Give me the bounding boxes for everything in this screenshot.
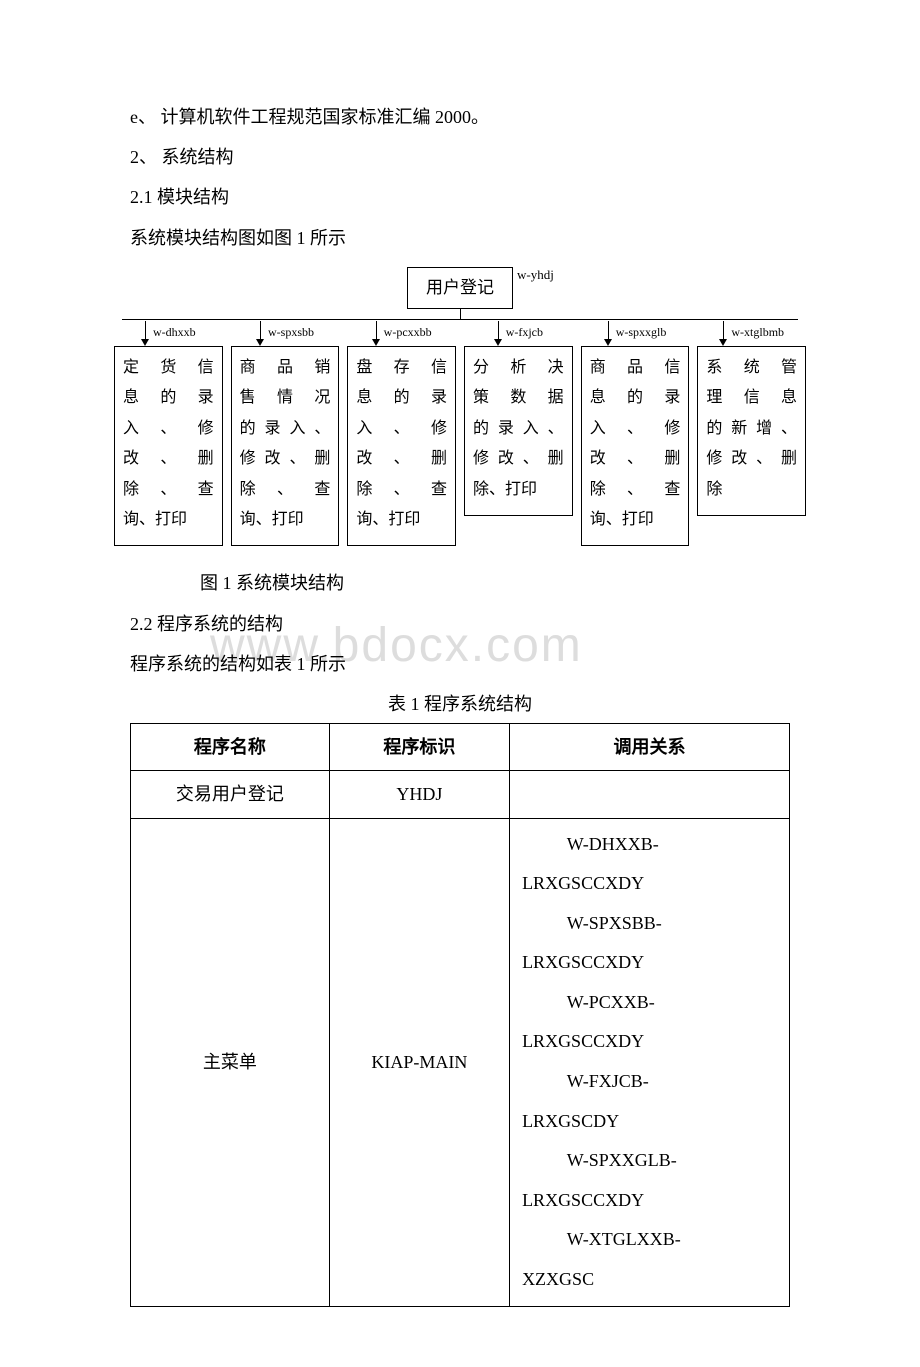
branch: w-spxxglb商品信息的录入、修改、删除、查询、打印	[581, 320, 690, 546]
module-line: 改、删	[590, 444, 681, 474]
arrow-down-icon	[494, 339, 502, 346]
th-id: 程序标识	[329, 724, 509, 771]
module-line: 除	[706, 475, 797, 505]
branch-code-label: w-pcxxbb	[384, 321, 432, 344]
table-caption: 表 1 程序系统结构	[130, 687, 790, 721]
branch: w-pcxxbb盘存信息的录入、修改、删除、查询、打印	[347, 320, 456, 546]
cell-name: 主菜单	[131, 818, 330, 1306]
cell-rel	[510, 771, 790, 818]
arrow-down-icon	[141, 339, 149, 346]
heading-2: 2、 系统结构	[130, 140, 790, 174]
arrow-down-icon	[719, 339, 727, 346]
module-line: 询、打印	[240, 505, 331, 535]
module-line: 的录入、	[240, 414, 331, 444]
module-line: 入、修	[356, 414, 447, 444]
table-header-row: 程序名称 程序标识 调用关系	[131, 724, 790, 771]
module-line: 修改、删	[706, 444, 797, 474]
module-line: 入、修	[590, 414, 681, 444]
module-box: 商品销售情况的录入、修改、删除、查询、打印	[231, 346, 340, 546]
figure-caption: 图 1 系统模块结构	[130, 566, 790, 600]
branch-code-label: w-dhxxb	[153, 321, 196, 344]
module-line: 定货信	[123, 353, 214, 383]
module-line: 询、打印	[590, 505, 681, 535]
cell-rel: W-DHXXB- LRXGSCCXDY W-SPXSBB- LRXGSCCXDY…	[510, 818, 790, 1306]
module-line: 理信息	[706, 383, 797, 413]
arrow-down-icon	[604, 339, 612, 346]
module-line: 息的录	[590, 383, 681, 413]
module-line: 除、查	[240, 475, 331, 505]
branch-code-label: w-xtglbmb	[731, 321, 784, 344]
module-box: 分析决策数据的录入、修改、删除、打印	[464, 346, 573, 516]
branch: w-xtglbmb系统管理信息的新增、修改、删除	[697, 320, 806, 546]
table-row: 交易用户登记YHDJ	[131, 771, 790, 818]
heading-2-2: 2.2 程序系统的结构	[130, 607, 790, 641]
program-structure-table: 程序名称 程序标识 调用关系 交易用户登记YHDJ主菜单KIAP-MAIN W-…	[130, 723, 790, 1307]
branch: w-fxjcb分析决策数据的录入、修改、删除、打印	[464, 320, 573, 546]
branch-code-label: w-spxxglb	[616, 321, 667, 344]
module-line: 修改、删	[473, 444, 564, 474]
arrow-down-icon	[256, 339, 264, 346]
module-line: 改、删	[123, 444, 214, 474]
module-line: 修改、删	[240, 444, 331, 474]
root-box: 用户登记	[407, 267, 513, 309]
branch-code-label: w-fxjcb	[506, 321, 543, 344]
cell-name: 交易用户登记	[131, 771, 330, 818]
module-line: 息的录	[356, 383, 447, 413]
module-line: 分析决	[473, 353, 564, 383]
module-line: 入、修	[123, 414, 214, 444]
cell-id: YHDJ	[329, 771, 509, 818]
module-line: 除、查	[123, 475, 214, 505]
module-line: 除、查	[356, 475, 447, 505]
cell-id: KIAP-MAIN	[329, 818, 509, 1306]
th-name: 程序名称	[131, 724, 330, 771]
module-line: 的录入、	[473, 414, 564, 444]
module-line: 策数据	[473, 383, 564, 413]
module-line: 询、打印	[123, 505, 214, 535]
module-line: 改、删	[356, 444, 447, 474]
module-line: 商品销	[240, 353, 331, 383]
para-tbl-intro: 程序系统的结构如表 1 所示	[130, 647, 790, 681]
module-box: 定货信息的录入、修改、删除、查询、打印	[114, 346, 223, 546]
module-line: 的新增、	[706, 414, 797, 444]
module-line: 除、查	[590, 475, 681, 505]
module-box: 系统管理信息的新增、修改、删除	[697, 346, 806, 516]
arrow-down-icon	[372, 339, 380, 346]
th-rel: 调用关系	[510, 724, 790, 771]
para-e: e、 计算机软件工程规范国家标准汇编 2000。	[130, 100, 790, 134]
module-line: 盘存信	[356, 353, 447, 383]
module-line: 询、打印	[356, 505, 447, 535]
module-line: 除、打印	[473, 475, 564, 505]
module-line: 售情况	[240, 383, 331, 413]
module-line: 商品信	[590, 353, 681, 383]
table-row: 主菜单KIAP-MAIN W-DHXXB- LRXGSCCXDY W-SPXSB…	[131, 818, 790, 1306]
module-box: 商品信息的录入、修改、删除、查询、打印	[581, 346, 690, 546]
branch: w-spxsbb商品销售情况的录入、修改、删除、查询、打印	[231, 320, 340, 546]
module-line: 系统管	[706, 353, 797, 383]
para-fig-intro: 系统模块结构图如图 1 所示	[130, 221, 790, 255]
heading-2-1: 2.1 模块结构	[130, 180, 790, 214]
branch: w-dhxxb定货信息的录入、修改、删除、查询、打印	[114, 320, 223, 546]
module-diagram: w-yhdj 用户登记 w-dhxxb定货信息的录入、修改、删除、查询、打印w-…	[110, 267, 810, 547]
branch-code-label: w-spxsbb	[268, 321, 314, 344]
module-line: 息的录	[123, 383, 214, 413]
root-code-label: w-yhdj	[517, 263, 554, 288]
module-box: 盘存信息的录入、修改、删除、查询、打印	[347, 346, 456, 546]
